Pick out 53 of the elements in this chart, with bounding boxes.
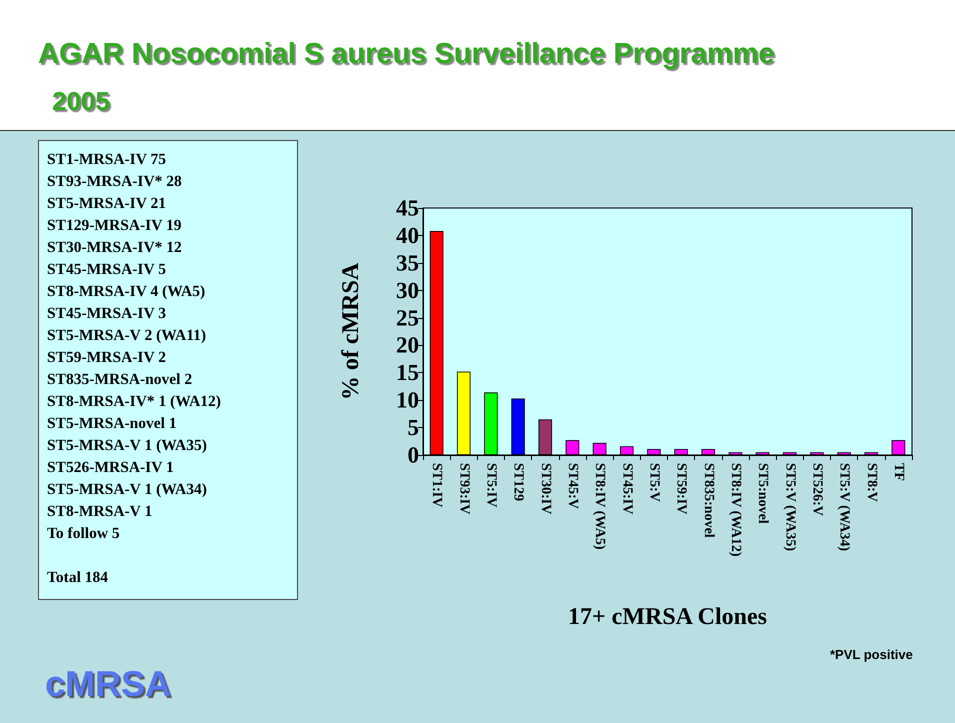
text: ST1-MRSA-IV 75: [47, 150, 167, 170]
text: ST30-MRSA-IV* 12: [47, 238, 183, 258]
text: ST45-MRSA-IV 5: [47, 260, 167, 280]
x-tick-label: ST5:IV: [483, 463, 498, 508]
y-tick-label: 0: [408, 442, 419, 468]
x-tick-label: ST1:IV: [429, 463, 444, 508]
y-axis-title: % of cMRSA: [338, 262, 364, 400]
x-tick-label: ST526:V: [809, 463, 824, 516]
text: ST835-MRSA-novel 2: [47, 370, 194, 390]
x-axis-title: 17+ cMRSA Clones: [568, 604, 768, 630]
x-tick-label: ST5:V: [646, 463, 662, 502]
text: cMRSA: [45, 663, 172, 705]
x-tick-label: ST8:IV (WA5): [592, 463, 608, 550]
y-tick-label: 15: [396, 360, 419, 386]
text: ST5-MRSA-IV 21: [47, 194, 167, 214]
text: ST8-MRSA-IV 4 (WA5): [47, 282, 206, 302]
text: ST45-MRSA-IV 3: [47, 304, 167, 324]
x-tick-label: ST129: [510, 463, 526, 502]
y-tick-label: 40: [396, 222, 419, 248]
y-tick-label: 35: [396, 250, 419, 276]
x-tick-label: ST8:IV (WA12): [728, 463, 743, 557]
text: Total 184: [47, 568, 110, 588]
text: ST59-MRSA-IV 2: [47, 348, 167, 368]
text: ST129-MRSA-IV 19: [47, 216, 182, 236]
y-tick-label: 45: [396, 196, 419, 220]
text: AGAR Nosocomial S aureus Surveillance Programme: [38, 38, 775, 71]
y-tick-label: 25: [396, 305, 419, 330]
x-tick-label: ST5:V (WA35): [782, 463, 798, 552]
y-tick-label: 5: [408, 415, 419, 440]
x-tick-label: ST30:IV: [538, 463, 553, 514]
text: ST5-MRSA-novel 1: [47, 414, 178, 434]
x-tick-label: ST835:novel: [700, 463, 716, 538]
text: ST5-MRSA-V 1 (WA35): [47, 436, 208, 456]
text: ST93-MRSA-IV* 28: [47, 172, 183, 192]
x-tick-label: ST93:IV: [456, 463, 472, 514]
y-tick-label: 10: [396, 388, 419, 413]
text: ST5-MRSA-V 2 (WA11): [47, 326, 208, 346]
text: ST8-MRSA-IV* 1 (WA12): [47, 392, 222, 412]
text: ST5-MRSA-V 1 (WA34): [47, 480, 208, 500]
x-tick-label: ST8:V: [864, 463, 879, 502]
x-tick-label: ST5:V (WA34): [836, 463, 852, 552]
y-tick-label: 30: [396, 278, 419, 303]
text: *PVL positive: [830, 647, 913, 662]
y-tick-label: 20: [396, 332, 419, 358]
x-tick-label: ST45:IV: [619, 463, 634, 514]
text: 2005: [52, 86, 110, 117]
x-tick-label: TF: [890, 463, 906, 481]
x-tick-label: ST59:IV: [674, 463, 689, 514]
x-tick-label: ST45:V: [564, 463, 580, 509]
text: ST8-MRSA-V 1: [47, 502, 154, 522]
text: To follow 5: [47, 524, 121, 544]
text: ST526-MRSA-IV 1: [47, 458, 175, 478]
x-tick-label: ST5:novel: [755, 463, 770, 524]
